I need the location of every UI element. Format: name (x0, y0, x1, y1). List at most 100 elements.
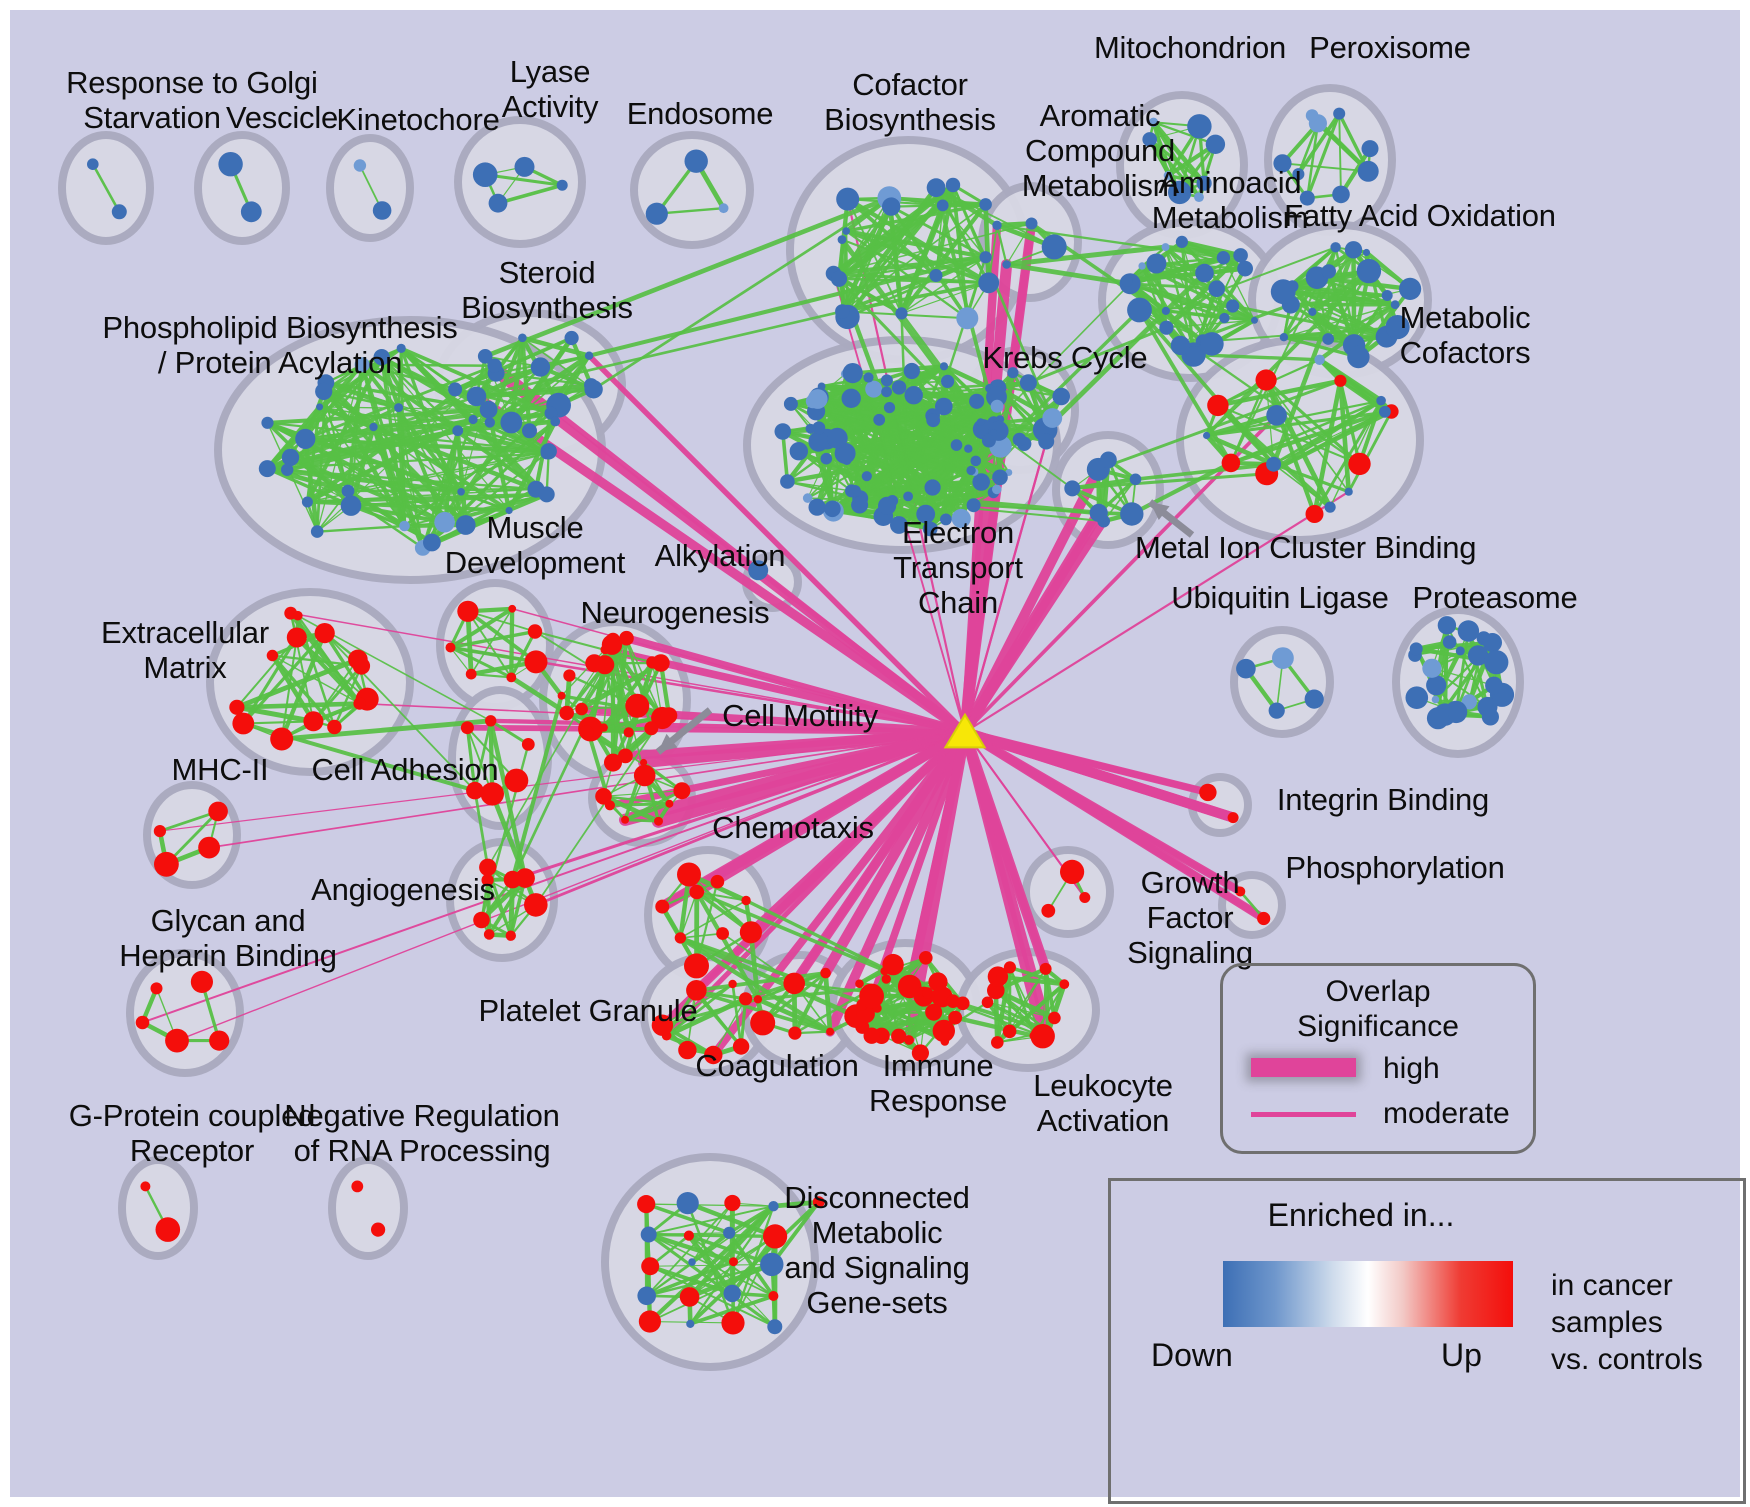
gene-set-node[interactable] (651, 1014, 674, 1036)
gene-set-node[interactable] (716, 927, 729, 940)
gene-set-node[interactable] (619, 630, 634, 646)
gene-set-node[interactable] (676, 1192, 699, 1215)
gene-set-node[interactable] (485, 715, 497, 727)
gene-set-node[interactable] (396, 343, 406, 353)
gene-set-node[interactable] (1052, 387, 1070, 406)
gene-set-node[interactable] (399, 520, 410, 532)
gene-set-node[interactable] (919, 951, 933, 965)
gene-set-node[interactable] (654, 816, 663, 826)
gene-set-node[interactable] (527, 624, 543, 639)
gene-set-node[interactable] (540, 447, 553, 460)
gene-set-node[interactable] (1235, 886, 1246, 897)
gene-set-node[interactable] (1257, 911, 1271, 926)
gene-set-node[interactable] (1120, 502, 1144, 526)
gene-set-node[interactable] (466, 386, 487, 407)
gene-set-node[interactable] (314, 623, 335, 644)
hub-node-colon-cancer-disease-genes[interactable] (943, 712, 987, 749)
gene-set-node[interactable] (678, 1040, 697, 1060)
gene-set-node[interactable] (1324, 501, 1336, 513)
gene-set-node[interactable] (768, 1291, 779, 1301)
gene-set-node[interactable] (655, 899, 670, 914)
gene-set-node[interactable] (633, 764, 656, 787)
gene-set-node[interactable] (1314, 354, 1325, 365)
gene-set-node[interactable] (951, 508, 971, 529)
gene-set-node[interactable] (808, 498, 826, 516)
gene-set-node[interactable] (1226, 299, 1240, 313)
gene-set-node[interactable] (878, 496, 897, 515)
gene-set-node[interactable] (1007, 367, 1019, 379)
gene-set-node[interactable] (625, 693, 650, 718)
gene-set-node[interactable] (281, 448, 300, 467)
gene-set-node[interactable] (760, 1252, 784, 1277)
gene-set-node[interactable] (1038, 433, 1055, 450)
gene-set-node[interactable] (684, 953, 709, 979)
gene-set-node[interactable] (1059, 979, 1070, 990)
gene-set-node[interactable] (373, 349, 390, 366)
gene-set-node[interactable] (140, 1181, 151, 1192)
gene-set-node[interactable] (718, 203, 729, 214)
gene-set-node[interactable] (155, 1217, 181, 1242)
gene-set-node[interactable] (1196, 175, 1212, 191)
gene-set-node[interactable] (637, 1286, 656, 1306)
gene-set-node[interactable] (1148, 117, 1159, 128)
gene-set-node[interactable] (820, 452, 833, 465)
gene-set-node[interactable] (316, 403, 324, 411)
gene-set-node[interactable] (538, 486, 555, 503)
gene-set-node[interactable] (618, 748, 633, 764)
gene-set-node[interactable] (851, 496, 869, 514)
gene-set-node[interactable] (579, 725, 594, 740)
gene-set-node[interactable] (964, 444, 973, 453)
gene-set-node[interactable] (1251, 316, 1258, 324)
gene-set-node[interactable] (990, 429, 998, 437)
gene-set-node[interactable] (1089, 503, 1108, 522)
gene-set-node[interactable] (689, 884, 705, 900)
gene-set-node[interactable] (423, 533, 441, 552)
gene-set-node[interactable] (372, 201, 392, 220)
gene-set-node[interactable] (640, 1226, 657, 1243)
gene-set-node[interactable] (916, 504, 936, 524)
gene-set-node[interactable] (990, 399, 1004, 413)
gene-set-node[interactable] (240, 201, 262, 223)
gene-set-node[interactable] (939, 362, 949, 371)
gene-set-node[interactable] (688, 1258, 696, 1266)
gene-set-node[interactable] (1207, 394, 1229, 417)
gene-set-node[interactable] (353, 159, 367, 172)
gene-set-node[interactable] (641, 1257, 660, 1276)
gene-set-node[interactable] (270, 727, 294, 751)
gene-set-node[interactable] (1390, 300, 1400, 310)
gene-set-node[interactable] (1266, 405, 1287, 426)
gene-set-node[interactable] (841, 388, 861, 408)
gene-set-node[interactable] (354, 357, 370, 373)
gene-set-node[interactable] (723, 1284, 741, 1303)
gene-set-node[interactable] (768, 1201, 779, 1212)
gene-set-node[interactable] (315, 382, 333, 400)
gene-set-node[interactable] (1344, 487, 1353, 496)
gene-set-node[interactable] (1482, 633, 1502, 653)
gene-set-node[interactable] (665, 799, 674, 808)
gene-set-node[interactable] (483, 929, 495, 940)
gene-set-node[interactable] (637, 1195, 656, 1214)
gene-set-node[interactable] (924, 479, 941, 496)
gene-set-node[interactable] (842, 227, 850, 235)
gene-set-node[interactable] (750, 1010, 776, 1036)
gene-set-node[interactable] (1455, 646, 1465, 656)
gene-set-node[interactable] (261, 416, 274, 429)
gene-set-node[interactable] (1237, 260, 1253, 277)
gene-set-node[interactable] (729, 1257, 738, 1267)
gene-set-node[interactable] (1426, 707, 1450, 730)
gene-set-node[interactable] (479, 400, 498, 419)
gene-set-node[interactable] (774, 423, 792, 440)
gene-set-node[interactable] (1186, 346, 1204, 364)
gene-set-node[interactable] (979, 198, 992, 211)
gene-set-node[interactable] (514, 156, 535, 177)
gene-set-node[interactable] (480, 782, 504, 806)
gene-set-node[interactable] (788, 1026, 802, 1040)
gene-set-node[interactable] (881, 974, 891, 984)
gene-set-node[interactable] (1299, 190, 1315, 206)
gene-set-node[interactable] (506, 672, 517, 683)
gene-set-node[interactable] (1216, 251, 1231, 265)
gene-set-node[interactable] (488, 193, 508, 213)
gene-set-node[interactable] (741, 895, 751, 906)
gene-set-node[interactable] (87, 158, 99, 170)
gene-set-node[interactable] (890, 516, 908, 534)
